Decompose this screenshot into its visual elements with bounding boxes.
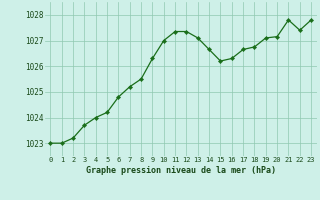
X-axis label: Graphe pression niveau de la mer (hPa): Graphe pression niveau de la mer (hPa)	[86, 166, 276, 175]
